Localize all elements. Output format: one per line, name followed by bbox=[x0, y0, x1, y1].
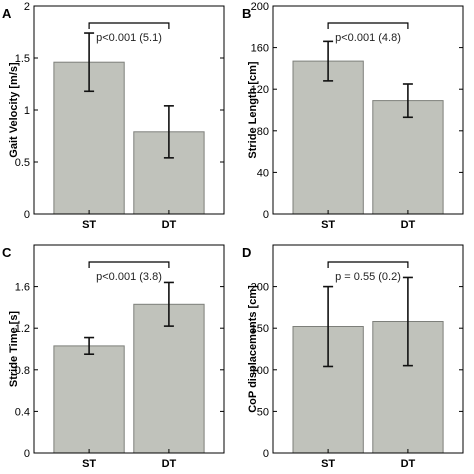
y-tick-label: 0 bbox=[263, 209, 269, 221]
y-axis-label: CoP displacements [cm] bbox=[247, 285, 259, 413]
x-tick-label: DT bbox=[401, 219, 416, 231]
y-tick-label: 120 bbox=[251, 84, 269, 96]
significance-annotation: p<0.001 (3.8) bbox=[96, 271, 162, 283]
bar-st bbox=[53, 345, 125, 454]
y-tick-label: 0 bbox=[24, 209, 30, 221]
significance-bracket bbox=[327, 261, 409, 268]
significance-annotation: p<0.001 (4.8) bbox=[335, 32, 401, 44]
y-tick-label: 0 bbox=[24, 448, 30, 460]
y-tick-label: 1.6 bbox=[15, 282, 30, 294]
x-tick-label: ST bbox=[321, 219, 335, 231]
x-tick-label: ST bbox=[82, 458, 96, 470]
significance-bracket bbox=[327, 22, 409, 29]
y-tick-label: 200 bbox=[251, 1, 269, 13]
panel-b: ST DT 0 40 80 120 160 200 p<0.001 (4.8) Stride Le… bbox=[242, 1, 464, 231]
y-tick-label: 40 bbox=[257, 167, 269, 179]
y-tick-label: 1.2 bbox=[15, 323, 30, 335]
y-tick-label: 1.5 bbox=[15, 53, 30, 65]
panel-letter: D bbox=[242, 245, 251, 260]
y-tick-label: 50 bbox=[257, 406, 269, 418]
y-tick-label: 0.8 bbox=[15, 365, 30, 377]
axes-frame bbox=[272, 5, 464, 215]
y-tick-label: 150 bbox=[251, 323, 269, 335]
panel-letter: C bbox=[2, 245, 12, 260]
y-tick-label: 1 bbox=[24, 105, 30, 117]
axes-frame bbox=[272, 244, 464, 454]
bar-st bbox=[292, 60, 364, 215]
y-tick-label: 0.5 bbox=[15, 157, 30, 169]
y-tick-label: 0 bbox=[263, 448, 269, 460]
y-tick-label: 80 bbox=[257, 126, 269, 138]
y-axis-label: Gait Velocity [m/s] bbox=[8, 62, 20, 158]
y-tick-label: 160 bbox=[251, 43, 269, 55]
x-tick-label: DT bbox=[162, 219, 177, 231]
panel-d: ST DT 0 50 100 150 200 p = 0.55 (0.2) CoP displa… bbox=[242, 244, 464, 470]
panel-c: ST DT 0 0.4 0.8 1.2 1.6 p<0.001 (3.8) Stride Tim… bbox=[2, 244, 225, 470]
bar-dt bbox=[133, 303, 205, 454]
significance-annotation: p<0.001 (5.1) bbox=[96, 32, 162, 44]
x-tick-label: DT bbox=[162, 458, 177, 470]
x-tick-label: DT bbox=[401, 458, 416, 470]
axes-frame bbox=[33, 244, 225, 454]
x-tick-label: ST bbox=[82, 219, 96, 231]
y-axis-label: Stride Time [s] bbox=[8, 311, 20, 388]
panel-a: ST DT 0 0.5 1 1.5 2 p<0.001 (5.1) Gait Velocity … bbox=[2, 1, 225, 231]
y-tick-label: 2 bbox=[24, 1, 30, 13]
x-tick-label: ST bbox=[321, 458, 335, 470]
y-tick-label: 200 bbox=[251, 282, 269, 294]
y-tick-label: 100 bbox=[251, 365, 269, 377]
panel-letter: A bbox=[2, 6, 12, 21]
y-tick-label: 0.4 bbox=[15, 406, 30, 418]
significance-annotation: p = 0.55 (0.2) bbox=[335, 271, 401, 283]
significance-bracket bbox=[88, 261, 170, 268]
panel-letter: B bbox=[242, 6, 251, 21]
y-axis-label: Stride Length [cm] bbox=[247, 61, 259, 159]
significance-bracket bbox=[88, 22, 170, 29]
